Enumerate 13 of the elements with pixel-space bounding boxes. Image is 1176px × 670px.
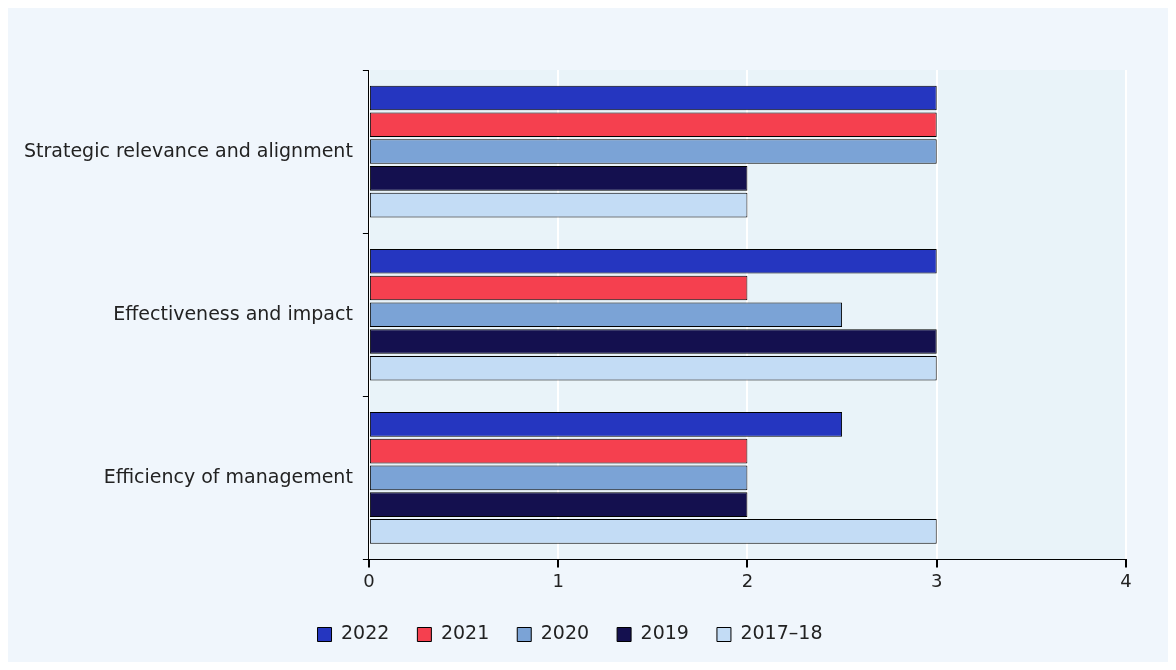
legend-label: 2021 — [440, 621, 490, 644]
x-tick-label: 4 — [1120, 569, 1132, 591]
y-tick-label: Strategic relevance and alignment — [23, 138, 353, 161]
legend-label: 2020 — [540, 621, 590, 644]
legend-label: 2019 — [640, 621, 689, 644]
y-tick-label: Effectiveness and impact — [113, 301, 353, 324]
legend-label: 2022 — [341, 621, 390, 644]
x-tick-label: 2 — [741, 569, 754, 591]
legend-label: 2017–18 — [740, 621, 823, 644]
y-tick-label: Efficiency of management — [103, 464, 353, 487]
x-tick-label: 3 — [930, 569, 943, 591]
x-tick-label: 0 — [363, 569, 375, 591]
x-tick-label: 1 — [552, 569, 564, 591]
